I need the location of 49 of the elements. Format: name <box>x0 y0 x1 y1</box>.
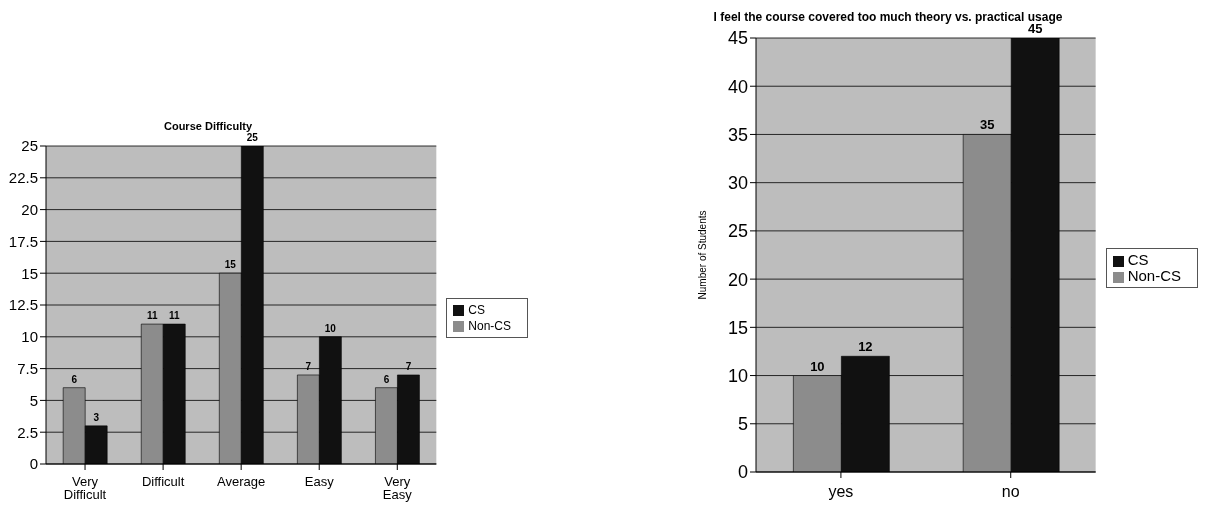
y-tick-label: 40 <box>727 76 748 97</box>
data-label: 45 <box>1027 21 1043 36</box>
chart-title: Course Difficulty <box>163 120 252 132</box>
y-axis-title: Number of Students <box>696 210 708 300</box>
y-tick-label: 25 <box>21 137 38 155</box>
x-tick-label: no <box>1001 482 1020 500</box>
data-label: 10 <box>324 322 337 334</box>
legend-label: CS <box>468 303 485 317</box>
y-tick-label: 0 <box>29 455 38 473</box>
x-tick-label: Easy <box>304 474 335 490</box>
data-label: 7 <box>305 360 312 372</box>
y-tick-label: 20 <box>727 269 748 290</box>
y-tick-label: 45 <box>727 28 748 49</box>
y-tick-label: 7.5 <box>17 359 38 377</box>
y-tick-label: 22.5 <box>8 169 38 187</box>
x-tick-label: Difficult <box>141 474 185 490</box>
data-label: 6 <box>71 373 78 385</box>
y-tick-label: 15 <box>21 264 38 282</box>
chart-title: I feel the course covered too much theory vs. practical usage <box>712 10 1064 24</box>
x-tick-label: Average <box>217 474 266 490</box>
legend-label: CS <box>1127 251 1149 268</box>
x-tick-label: Very Easy <box>382 474 413 502</box>
y-tick-label: 20 <box>21 200 38 218</box>
y-tick-label: 5 <box>29 391 38 409</box>
y-tick-label: 17.5 <box>8 232 38 250</box>
data-label: 7 <box>405 360 412 372</box>
legend-label: Non-CS <box>1127 267 1181 284</box>
data-label: 6 <box>383 373 390 385</box>
x-tick-label: Very Difficult <box>63 474 107 502</box>
y-tick-label: 30 <box>727 173 748 194</box>
data-label: 35 <box>979 117 995 133</box>
y-tick-label: 2.5 <box>17 423 38 441</box>
legend-label: Non-CS <box>468 319 511 333</box>
data-label: 11 <box>168 310 180 322</box>
y-tick-label: 25 <box>727 221 748 242</box>
data-label: 3 <box>93 411 100 423</box>
y-tick-label: 15 <box>727 317 748 338</box>
y-tick-label: 12.5 <box>8 296 38 314</box>
y-tick-label: 5 <box>737 414 748 435</box>
data-label: 12 <box>858 339 873 355</box>
y-tick-label: 0 <box>737 462 748 483</box>
y-tick-label: 10 <box>21 328 38 346</box>
y-tick-label: 35 <box>727 124 748 145</box>
data-label: 15 <box>224 259 237 271</box>
data-label: 11 <box>146 310 158 322</box>
data-label: 10 <box>810 358 825 374</box>
y-tick-label: 10 <box>727 365 748 386</box>
data-label: 25 <box>246 132 259 143</box>
x-tick-label: yes <box>828 482 854 500</box>
